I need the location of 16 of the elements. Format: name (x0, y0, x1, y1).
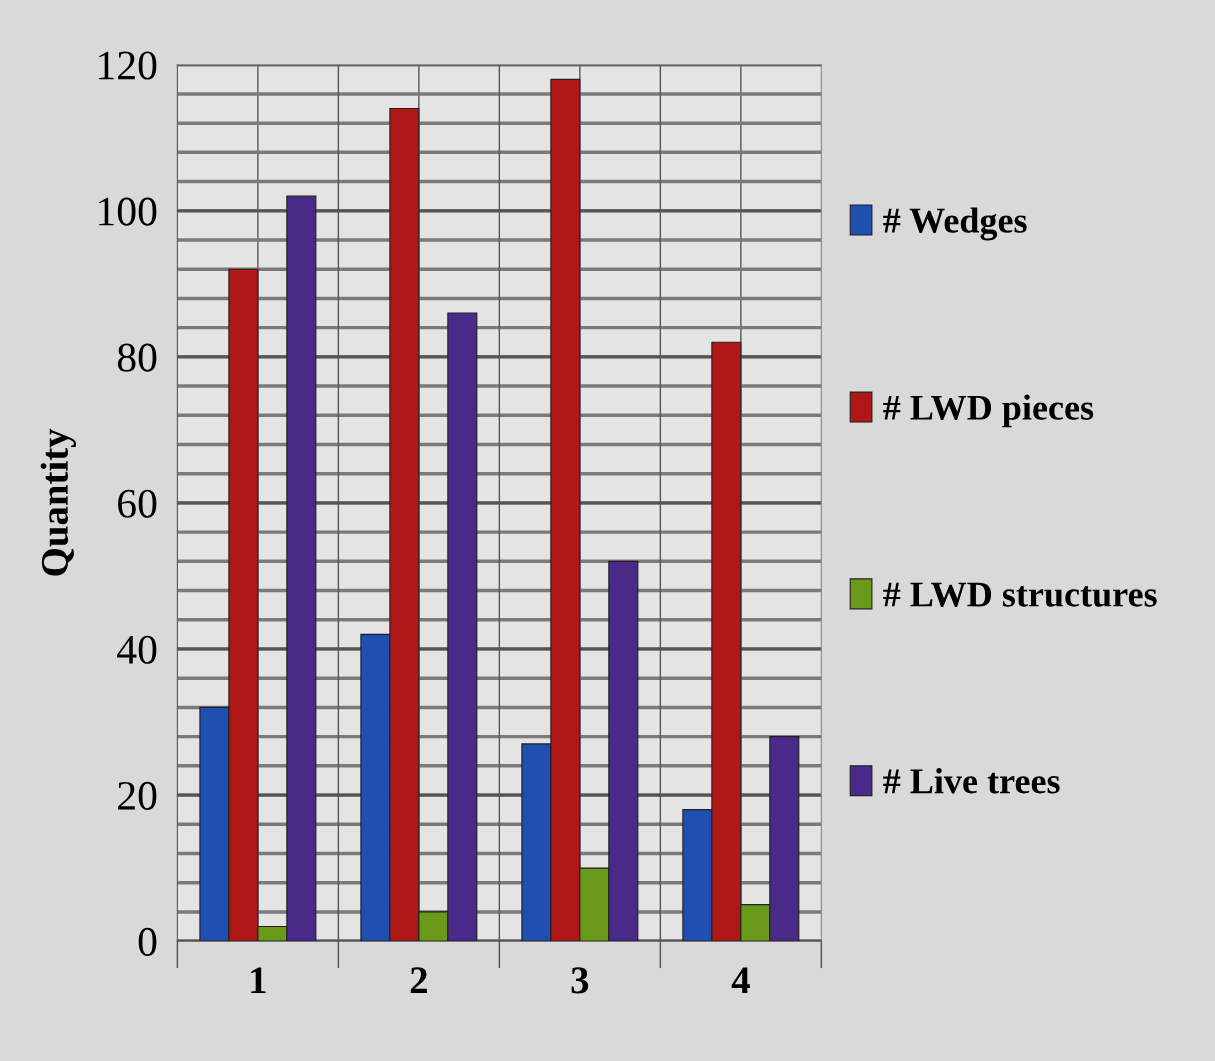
y-tick-label: 40 (117, 635, 157, 664)
x-tick-label: 3 (571, 967, 589, 994)
y-tick-label: 100 (99, 197, 157, 226)
y-tick-label: 20 (118, 781, 157, 810)
legend-label: # Wedges (883, 207, 1027, 241)
y-tick-label: 0 (138, 927, 157, 956)
x-tick-label: 4 (731, 967, 750, 994)
y-tick-label: 80 (117, 343, 157, 372)
y-axis-title: Quantity (40, 428, 76, 576)
y-tick-label: 60 (118, 489, 157, 518)
y-tick-label: 120 (99, 51, 157, 80)
legend-label: # LWD structures (883, 582, 1157, 607)
x-tick-label: 2 (410, 967, 427, 994)
legend-label: # LWD pieces (883, 394, 1094, 428)
x-tick-label: 1 (251, 967, 266, 994)
legend-label: # Live trees (883, 768, 1060, 794)
